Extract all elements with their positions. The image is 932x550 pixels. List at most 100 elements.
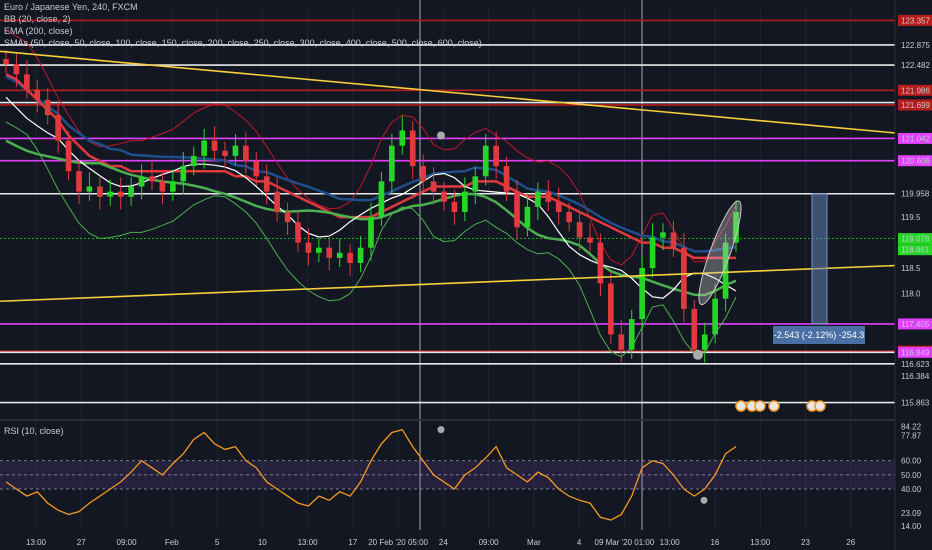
candle-body bbox=[660, 232, 666, 238]
candle-body bbox=[628, 319, 635, 350]
x-tick-label: 4 bbox=[577, 538, 582, 547]
y-tick-label: 119.078 bbox=[901, 235, 930, 244]
y-tick-label: 115.863 bbox=[901, 399, 930, 408]
candle-body bbox=[263, 176, 270, 192]
candle bbox=[117, 177, 124, 210]
event-marker bbox=[814, 400, 826, 412]
candle bbox=[34, 80, 41, 113]
candle bbox=[555, 187, 562, 225]
candle-body bbox=[503, 166, 510, 192]
bb-legend[interactable]: BB (20, close, 2) bbox=[4, 14, 71, 24]
measure-label: -2.543 (-2.12%) -254.3 bbox=[773, 326, 865, 344]
candle bbox=[232, 133, 239, 166]
candle-body bbox=[681, 247, 687, 309]
candle-body bbox=[389, 145, 395, 182]
trendline bbox=[0, 264, 896, 303]
y-tick-label: 120.606 bbox=[901, 157, 930, 166]
candle-body bbox=[597, 242, 604, 284]
candle bbox=[263, 164, 270, 205]
x-tick-label: 10 bbox=[258, 538, 267, 547]
candle bbox=[347, 243, 353, 276]
candle bbox=[597, 233, 604, 297]
y-tick-label: 116.623 bbox=[901, 360, 930, 369]
candle bbox=[357, 235, 364, 273]
candle-body bbox=[545, 191, 552, 202]
candle bbox=[180, 151, 187, 195]
horizontal-levels bbox=[0, 19, 895, 404]
x-tick-label: 20 Feb '20 05:00 bbox=[368, 538, 428, 547]
x-tick-label: 13:00 bbox=[26, 538, 47, 547]
candle-body bbox=[284, 212, 291, 223]
candle-body bbox=[107, 191, 114, 197]
candles bbox=[3, 49, 739, 363]
y-tick-label: 117.405 bbox=[901, 320, 930, 329]
candle-body bbox=[618, 334, 625, 350]
candle bbox=[44, 88, 51, 125]
candle bbox=[201, 128, 207, 169]
candle-body bbox=[409, 130, 416, 167]
candle-body bbox=[44, 99, 51, 116]
x-tick-label: 09:00 bbox=[117, 538, 138, 547]
candle bbox=[462, 177, 468, 222]
ema-legend[interactable]: EMA (200, close) bbox=[4, 26, 73, 36]
candle-body bbox=[222, 150, 228, 156]
candle bbox=[524, 192, 531, 237]
candle-body bbox=[326, 247, 333, 258]
candle bbox=[409, 121, 416, 179]
candle bbox=[430, 167, 437, 205]
candle-body bbox=[733, 212, 739, 243]
candle bbox=[670, 220, 677, 257]
price-label-bg bbox=[898, 233, 932, 245]
candle-body bbox=[211, 140, 218, 151]
candle bbox=[211, 126, 218, 160]
candle-body bbox=[305, 242, 312, 253]
candle-body bbox=[555, 201, 562, 212]
candle-body bbox=[24, 74, 30, 90]
candle-body bbox=[649, 237, 656, 269]
candle-body bbox=[243, 145, 249, 161]
candle bbox=[190, 146, 197, 176]
candle bbox=[253, 151, 260, 186]
candle-body bbox=[347, 252, 353, 263]
x-tick-label: Feb bbox=[165, 538, 179, 547]
x-tick-label: 09 Mar '20 01:00 bbox=[595, 538, 655, 547]
candle bbox=[326, 235, 333, 271]
event-marker bbox=[754, 400, 766, 412]
measure-box bbox=[811, 193, 828, 325]
y-tick-label: 119.958 bbox=[901, 190, 930, 199]
candle-body bbox=[399, 130, 406, 146]
pivot-marker bbox=[693, 349, 703, 360]
candle bbox=[472, 167, 479, 205]
candle bbox=[170, 169, 176, 201]
candle-body bbox=[691, 308, 698, 350]
candle-body bbox=[316, 247, 322, 253]
candle bbox=[97, 177, 103, 210]
candle-body bbox=[128, 186, 134, 197]
candle bbox=[482, 133, 489, 186]
candle-body bbox=[493, 145, 499, 167]
candle-body bbox=[149, 176, 155, 182]
candle bbox=[493, 131, 499, 179]
x-tick-label: 13:00 bbox=[660, 538, 681, 547]
candle-body bbox=[65, 140, 72, 172]
sma-legend[interactable]: SMAs (50, close, 50, close, 100, close, … bbox=[4, 38, 482, 48]
y-tick-label: 119.5 bbox=[901, 213, 921, 222]
rsi-legend[interactable]: RSI (10, close) bbox=[4, 426, 64, 436]
candle bbox=[24, 60, 30, 99]
candle bbox=[535, 182, 541, 220]
candle bbox=[274, 177, 280, 222]
y-tick-label: 122.875 bbox=[901, 41, 930, 50]
candle bbox=[649, 223, 656, 278]
candle bbox=[128, 177, 134, 206]
y-tick-label: 121.986 bbox=[901, 86, 930, 95]
rsi-line bbox=[5, 428, 737, 521]
candle bbox=[681, 233, 687, 322]
x-tick-label: 17 bbox=[348, 538, 357, 547]
candle-body bbox=[159, 181, 166, 192]
candle-body bbox=[180, 166, 187, 182]
candle bbox=[3, 49, 9, 74]
candle-body bbox=[722, 242, 729, 299]
rsi-y-tick-label: 84.22 bbox=[901, 423, 922, 432]
